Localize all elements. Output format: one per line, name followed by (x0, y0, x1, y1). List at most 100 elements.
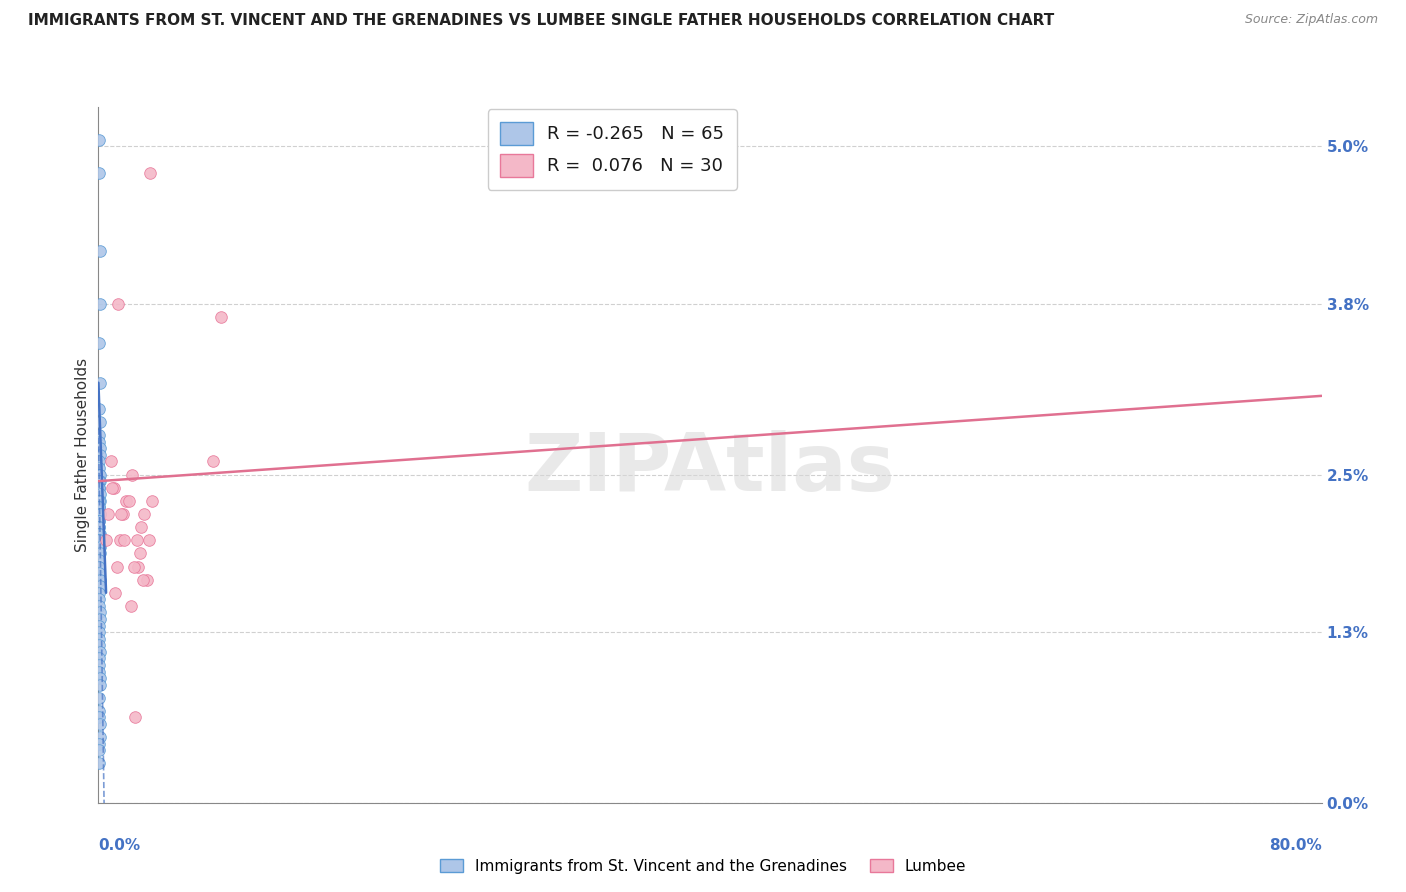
Point (103, 481, 125, 495)
Point (89, 376, 111, 390)
Point (89, 599, 111, 613)
Point (141, 494, 163, 508)
Point (89, 474, 111, 488)
Point (89, 448, 111, 462)
Point (100, 454, 122, 468)
Point (89, 710, 111, 724)
Point (89, 434, 111, 449)
Point (120, 599, 142, 613)
Point (112, 533, 135, 548)
Point (97, 507, 120, 521)
Point (89, 540, 111, 554)
Point (89, 415, 111, 429)
Point (110, 507, 132, 521)
Point (89, 533, 111, 548)
Point (89, 467, 111, 482)
Text: IMMIGRANTS FROM ST. VINCENT AND THE GRENADINES VS LUMBEE SINGLE FATHER HOUSEHOLD: IMMIGRANTS FROM ST. VINCENT AND THE GREN… (28, 13, 1054, 29)
Point (89, 756, 111, 771)
Point (89, 166, 111, 180)
Point (89, 573, 111, 587)
Point (89, 592, 111, 607)
Point (89, 520, 111, 534)
Point (89, 494, 111, 508)
Point (89, 638, 111, 652)
Point (108, 533, 131, 548)
Point (111, 507, 134, 521)
Point (128, 546, 150, 560)
Point (89, 500, 111, 515)
Point (132, 573, 155, 587)
Point (89, 481, 111, 495)
Point (89, 481, 111, 495)
Point (89, 645, 111, 659)
Point (89, 526, 111, 541)
Point (129, 520, 152, 534)
Point (89, 651, 111, 665)
Text: 80.0%: 80.0% (1268, 838, 1322, 854)
Point (121, 467, 143, 482)
Point (89, 632, 111, 646)
Point (89, 678, 111, 692)
Point (89, 690, 111, 705)
Point (89, 494, 111, 508)
Point (134, 507, 156, 521)
Point (138, 533, 160, 548)
Point (87, 428, 110, 442)
Point (89, 704, 111, 718)
Text: Source: ZipAtlas.com: Source: ZipAtlas.com (1244, 13, 1378, 27)
Point (89, 526, 111, 541)
Point (89, 487, 111, 501)
Point (89, 625, 111, 640)
Point (89, 730, 111, 744)
Point (209, 310, 232, 324)
Text: 0.0%: 0.0% (98, 838, 141, 854)
Point (89, 514, 111, 528)
Point (89, 612, 111, 626)
Point (89, 618, 111, 632)
Point (89, 546, 111, 560)
Point (118, 494, 141, 508)
Legend: R = -0.265   N = 65, R =  0.076   N = 30: R = -0.265 N = 65, R = 0.076 N = 30 (488, 109, 737, 190)
Point (89, 737, 111, 751)
Point (136, 573, 159, 587)
Point (89, 579, 111, 593)
Point (89, 717, 111, 731)
Point (89, 743, 111, 757)
Point (89, 665, 111, 679)
Point (89, 586, 111, 600)
Point (139, 166, 162, 180)
Y-axis label: Single Father Households: Single Father Households (75, 358, 90, 552)
Point (104, 586, 127, 600)
Point (202, 454, 225, 468)
Point (89, 133, 111, 147)
Point (89, 467, 111, 482)
Text: ZIPAtlas: ZIPAtlas (524, 430, 896, 508)
Point (107, 297, 129, 311)
Point (89, 657, 111, 672)
Point (115, 494, 138, 508)
Point (89, 559, 111, 574)
Point (89, 297, 111, 311)
Point (89, 533, 111, 548)
Point (94, 533, 117, 548)
Point (89, 507, 111, 521)
Point (89, 500, 111, 515)
Point (89, 606, 111, 620)
Point (89, 507, 111, 521)
Point (89, 461, 111, 475)
Point (89, 442, 111, 456)
Point (89, 553, 111, 567)
Point (127, 559, 149, 574)
Point (89, 671, 111, 685)
Point (89, 454, 111, 468)
Point (89, 566, 111, 580)
Point (89, 401, 111, 416)
Point (101, 481, 124, 495)
Point (125, 533, 148, 548)
Point (105, 559, 128, 574)
Point (89, 520, 111, 534)
Point (122, 559, 145, 574)
Legend: Immigrants from St. Vincent and the Grenadines, Lumbee: Immigrants from St. Vincent and the Gren… (433, 853, 973, 880)
Point (89, 244, 111, 259)
Point (89, 336, 111, 351)
